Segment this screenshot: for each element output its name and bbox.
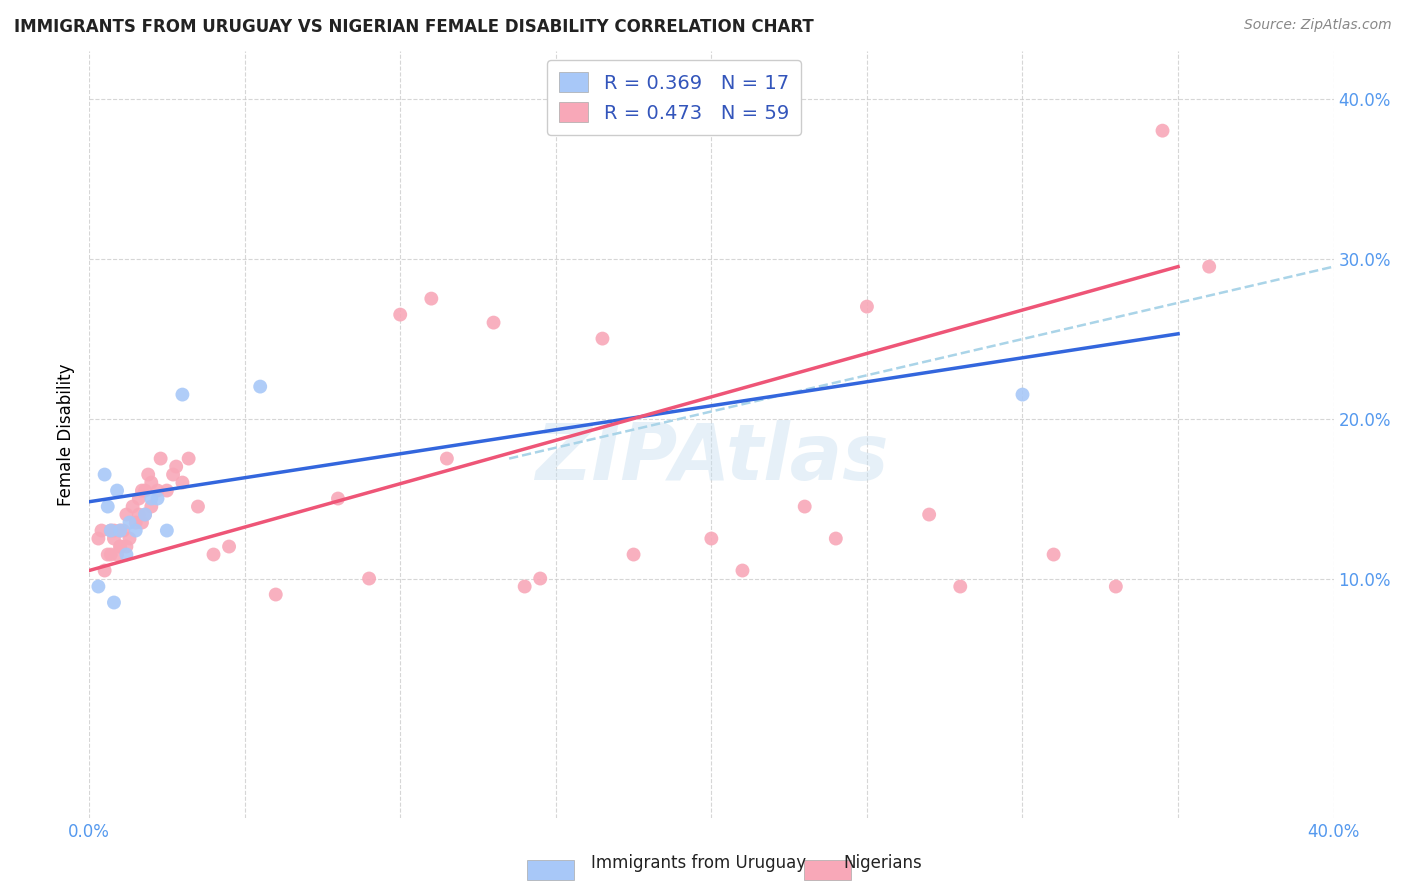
Point <box>105 548 128 562</box>
Point <box>131 516 153 530</box>
Point <box>949 580 972 594</box>
Point <box>93 564 115 578</box>
Point <box>134 508 156 522</box>
Point <box>1011 387 1033 401</box>
Point <box>156 483 179 498</box>
Point <box>146 491 169 506</box>
Point <box>112 524 135 538</box>
Point <box>128 508 150 522</box>
Point <box>824 532 846 546</box>
Point <box>97 500 120 514</box>
Point <box>420 292 443 306</box>
Point <box>187 500 209 514</box>
Point <box>146 483 169 498</box>
Point <box>105 483 128 498</box>
Point <box>202 548 225 562</box>
Point <box>115 540 138 554</box>
Point <box>326 491 349 506</box>
Point <box>90 524 112 538</box>
Point <box>513 580 536 594</box>
Y-axis label: Female Disability: Female Disability <box>58 363 75 506</box>
Point <box>172 475 194 490</box>
Point <box>591 332 613 346</box>
Point <box>918 508 941 522</box>
Point <box>118 516 141 530</box>
Point <box>1152 123 1174 137</box>
Point <box>1105 580 1128 594</box>
Point <box>136 467 159 482</box>
Point <box>108 524 131 538</box>
Point <box>149 451 172 466</box>
Point <box>128 491 150 506</box>
Point <box>793 500 815 514</box>
Point <box>100 524 122 538</box>
Text: Nigerians: Nigerians <box>844 855 922 872</box>
Point <box>131 483 153 498</box>
Point <box>125 516 148 530</box>
Point <box>359 572 381 586</box>
Point <box>172 387 194 401</box>
Point <box>134 508 156 522</box>
Point <box>482 316 505 330</box>
Point <box>134 483 156 498</box>
Legend: R = 0.369   N = 17, R = 0.473   N = 59: R = 0.369 N = 17, R = 0.473 N = 59 <box>547 61 800 135</box>
Text: IMMIGRANTS FROM URUGUAY VS NIGERIAN FEMALE DISABILITY CORRELATION CHART: IMMIGRANTS FROM URUGUAY VS NIGERIAN FEMA… <box>14 18 814 36</box>
Point <box>118 532 141 546</box>
Text: Immigrants from Uruguay: Immigrants from Uruguay <box>591 855 806 872</box>
Point <box>100 524 122 538</box>
Point <box>108 540 131 554</box>
Point <box>141 475 163 490</box>
Point <box>108 524 131 538</box>
Point <box>218 540 240 554</box>
Point <box>100 548 122 562</box>
Point <box>97 548 120 562</box>
Point <box>1198 260 1220 274</box>
Point <box>249 379 271 393</box>
Point <box>141 500 163 514</box>
Text: ZIPAtlas: ZIPAtlas <box>534 419 889 496</box>
Point <box>87 532 110 546</box>
Point <box>264 588 287 602</box>
Point <box>103 524 125 538</box>
Point <box>121 500 143 514</box>
Text: Source: ZipAtlas.com: Source: ZipAtlas.com <box>1244 18 1392 32</box>
Point <box>731 564 754 578</box>
Point <box>856 300 879 314</box>
Point <box>125 524 148 538</box>
Point <box>87 580 110 594</box>
Point <box>177 451 200 466</box>
Point <box>115 508 138 522</box>
Point <box>115 548 138 562</box>
Point <box>103 595 125 609</box>
Point <box>108 540 131 554</box>
Point <box>156 524 179 538</box>
Point <box>436 451 458 466</box>
Point <box>623 548 645 562</box>
Point <box>700 532 723 546</box>
Point <box>103 532 125 546</box>
Point <box>141 491 163 506</box>
Point <box>389 308 412 322</box>
Point <box>93 467 115 482</box>
Point <box>165 459 187 474</box>
Point <box>529 572 551 586</box>
Point <box>162 467 184 482</box>
Point <box>1042 548 1064 562</box>
